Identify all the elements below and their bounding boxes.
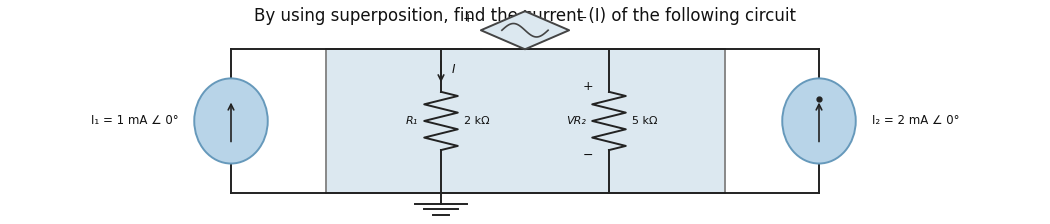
Text: 5 kΩ: 5 kΩ	[632, 116, 657, 126]
Text: I: I	[452, 63, 455, 76]
Ellipse shape	[782, 78, 856, 164]
Polygon shape	[481, 11, 569, 49]
Text: 20V: 20V	[519, 0, 542, 3]
Text: 2 kΩ: 2 kΩ	[464, 116, 489, 126]
Ellipse shape	[194, 78, 268, 164]
Text: I₁ = 1 mA ∠ 0°: I₁ = 1 mA ∠ 0°	[91, 114, 178, 127]
Text: +: +	[463, 12, 474, 25]
Text: I₂ = 2 mA ∠ 0°: I₂ = 2 mA ∠ 0°	[872, 114, 959, 127]
Text: R₁: R₁	[405, 116, 418, 126]
Bar	[326, 49, 724, 193]
Text: VR₂: VR₂	[566, 116, 586, 126]
Text: By using superposition, find the current (I) of the following circuit: By using superposition, find the current…	[254, 7, 796, 25]
Text: +: +	[583, 80, 593, 93]
Text: −: −	[576, 12, 587, 25]
Text: −: −	[583, 149, 593, 162]
